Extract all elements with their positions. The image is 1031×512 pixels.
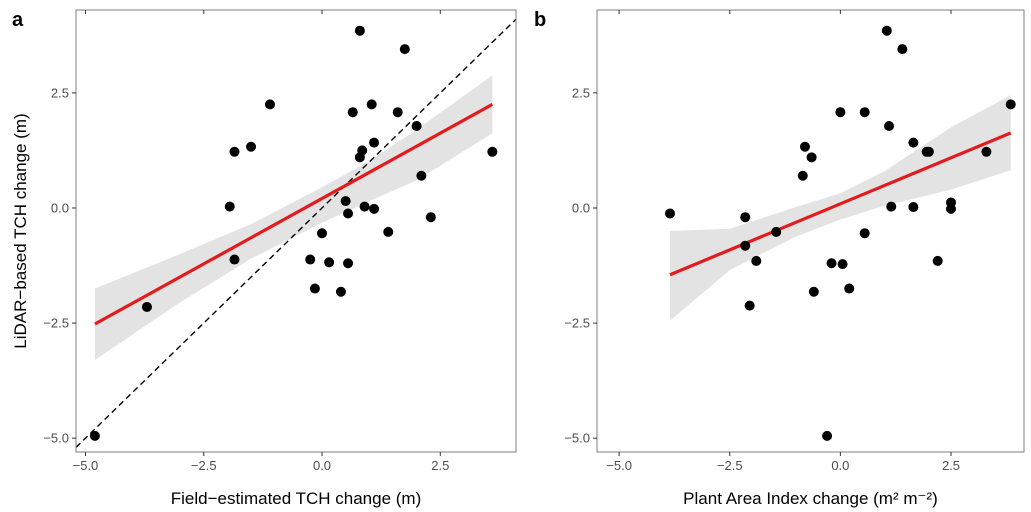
data-point <box>369 203 380 214</box>
data-point <box>744 300 755 311</box>
data-point <box>309 283 320 294</box>
data-point <box>751 255 762 266</box>
data-point <box>665 208 676 219</box>
data-point <box>740 212 751 223</box>
y-tick-label: 0.0 <box>51 200 69 215</box>
data-point <box>343 258 354 269</box>
data-point <box>416 170 427 181</box>
data-point <box>246 141 257 152</box>
x-tick-label: 2.5 <box>431 458 449 473</box>
data-point <box>826 258 837 269</box>
data-point <box>822 430 833 441</box>
data-point <box>354 25 365 36</box>
data-point <box>340 196 351 207</box>
data-point <box>224 201 235 212</box>
panel-tag: b <box>534 9 546 31</box>
panel-a: a −5.0 −2.5 0.0 2.5 −5.0 −2.5 0.0 2.5 Field−estim… <box>11 9 517 508</box>
y-tick-label: −5.0 <box>564 431 590 446</box>
data-point <box>799 141 810 152</box>
data-point <box>392 107 403 118</box>
x-axis-title: Plant Area Index change (m² m⁻²) <box>683 489 938 508</box>
data-point <box>357 145 368 156</box>
confidence-band <box>94 75 493 360</box>
data-point <box>837 259 848 270</box>
identity-line <box>76 18 516 448</box>
x-tick-label: −2.5 <box>191 458 217 473</box>
panel-b: b −5.0 −2.5 0.0 2.5 −5.0 −2.5 0.0 2.5 Plant Area … <box>534 9 1025 508</box>
x-tick-label: −5.0 <box>73 458 99 473</box>
y-tick-label: −2.5 <box>564 316 590 331</box>
data-point <box>932 255 943 266</box>
x-axis-title: Field−estimated TCH change (m) <box>171 489 422 508</box>
y-tick-label: 2.5 <box>572 85 590 100</box>
data-point <box>797 170 808 181</box>
data-point <box>981 146 992 157</box>
data-point <box>740 240 751 251</box>
data-point <box>305 254 316 265</box>
data-point <box>317 228 328 239</box>
data-point <box>359 201 370 212</box>
x-tick-label: 0.0 <box>313 458 331 473</box>
data-point <box>369 137 380 148</box>
x-tick-label: −5.0 <box>606 458 632 473</box>
data-point <box>399 44 410 55</box>
y-tick-label: −2.5 <box>43 316 69 331</box>
fit-line <box>669 131 1012 277</box>
panel-border <box>596 9 1025 453</box>
confidence-band <box>670 95 1011 321</box>
data-point <box>884 121 895 132</box>
y-tick-label: −5.0 <box>43 431 69 446</box>
data-point <box>908 137 919 148</box>
data-point <box>808 286 819 297</box>
data-point <box>859 228 870 239</box>
data-point <box>264 99 275 110</box>
data-point <box>886 201 897 212</box>
panel-border <box>75 9 517 453</box>
data-point <box>343 208 354 219</box>
data-point <box>844 283 855 294</box>
data-point <box>897 44 908 55</box>
data-point <box>1005 99 1016 110</box>
data-point <box>487 146 498 157</box>
data-point <box>141 301 152 312</box>
y-tick-label: 0.0 <box>572 200 590 215</box>
data-point <box>945 203 956 214</box>
y-tick-label: 2.5 <box>51 85 69 100</box>
fit-line <box>94 102 494 326</box>
data-point <box>347 107 358 118</box>
y-axis-title: LiDAR−based TCH change (m) <box>11 113 30 348</box>
data-point <box>908 202 919 213</box>
data-point <box>411 121 422 132</box>
data-point <box>425 212 436 223</box>
data-point <box>89 430 100 441</box>
data-point <box>383 226 394 237</box>
data-point <box>229 146 240 157</box>
x-tick-label: 0.0 <box>831 458 849 473</box>
data-point <box>859 107 870 118</box>
data-point <box>324 257 335 268</box>
panel-tag: a <box>12 9 24 31</box>
data-point <box>881 25 892 36</box>
data-point <box>366 99 377 110</box>
x-tick-label: −2.5 <box>717 458 743 473</box>
x-tick-label: 2.5 <box>942 458 960 473</box>
data-point <box>771 226 782 237</box>
data-point <box>923 146 934 157</box>
data-point <box>806 152 817 163</box>
data-point <box>335 286 346 297</box>
data-point <box>835 107 846 118</box>
data-point <box>229 254 240 265</box>
